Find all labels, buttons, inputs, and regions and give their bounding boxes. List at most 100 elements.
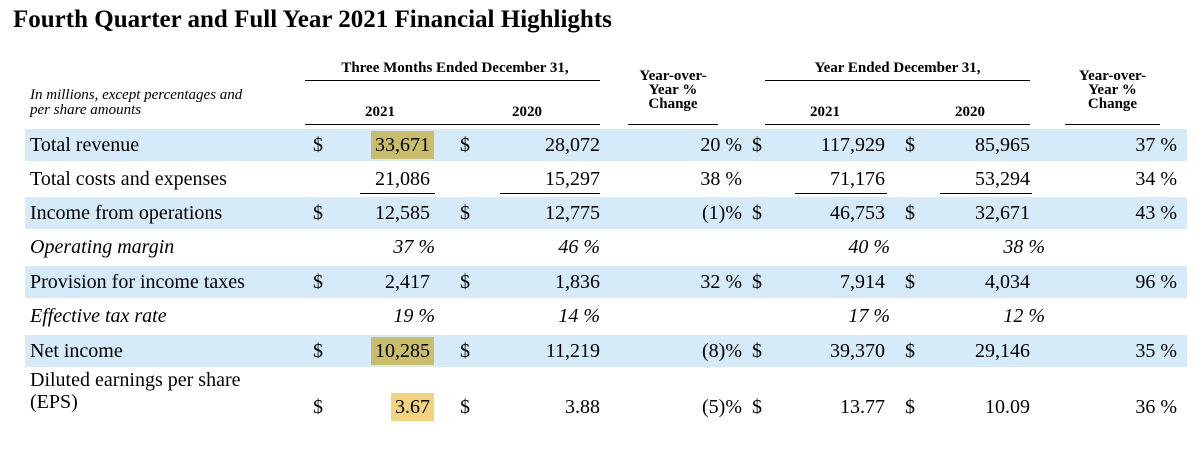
cell-y-yoy: 96 % <box>1135 271 1177 293</box>
q-years-rule <box>305 124 600 125</box>
cell-y-cur: 39,370 <box>830 340 885 362</box>
cell-q-yoy: 38 % <box>700 168 742 190</box>
cell-q-prior-dollar: $ <box>460 202 470 224</box>
cell-y-prior: 4,034 <box>985 271 1030 293</box>
cell-q-cur: 2,417 <box>385 271 430 293</box>
cell-y-prior: 85,965 <box>975 134 1030 156</box>
cell-y-yoy: 34 % <box>1135 168 1177 190</box>
cell-q-cur: 33,671 <box>371 131 434 159</box>
cell-y-cur-dollar: $ <box>752 340 762 362</box>
cell-q-prior: 15,297 <box>545 168 600 190</box>
q-yoy-header-line-3: Change <box>648 96 698 112</box>
cell-y-prior: 38 % <box>1003 236 1045 258</box>
subtotal-rule-1 <box>360 193 435 194</box>
cell-q-yoy: 32 % <box>700 271 742 293</box>
cell-q-prior: 28,072 <box>545 134 600 156</box>
cell-y-cur: 71,176 <box>830 168 885 190</box>
cell-q-yoy: (5)% <box>702 396 742 418</box>
cell-y-prior: 32,671 <box>975 202 1030 224</box>
cell-q-prior-dollar: $ <box>460 396 470 418</box>
row-label: Total costs and expenses <box>30 168 227 190</box>
y-prior-year-header: 2020 <box>955 104 985 120</box>
row-label: Total revenue <box>30 134 140 156</box>
cell-q-prior-dollar: $ <box>460 271 470 293</box>
cell-q-cur-dollar: $ <box>313 134 323 156</box>
row-label: Net income <box>30 340 123 362</box>
row-label: Income from operations <box>30 202 223 224</box>
cell-q-yoy: (1)% <box>702 202 742 224</box>
row-label: Provision for income taxes <box>30 271 245 293</box>
y-current-year-header: 2021 <box>810 104 840 120</box>
cell-y-cur: 13.77 <box>840 396 885 418</box>
cell-y-cur: 7,914 <box>840 271 885 293</box>
cell-y-yoy: 35 % <box>1135 340 1177 362</box>
cell-q-prior-dollar: $ <box>460 340 470 362</box>
row-label-line-2: (EPS) <box>30 391 78 413</box>
q-yoy-header-line-2: Year % <box>648 82 698 98</box>
cell-y-cur-dollar: $ <box>752 396 762 418</box>
units-note-line-2: per share amounts <box>30 102 142 118</box>
cell-y-prior: 12 % <box>1003 305 1045 327</box>
cell-y-prior-dollar: $ <box>905 134 915 156</box>
units-note-line-1: In millions, except percentages and <box>30 87 243 103</box>
cell-y-yoy: 43 % <box>1135 202 1177 224</box>
row-shading <box>25 335 1187 367</box>
cell-y-cur: 46,753 <box>830 202 885 224</box>
year-ended-header-rule <box>765 80 1030 81</box>
cell-q-yoy: (8)% <box>702 340 742 362</box>
y-yoy-header-line-2: Year % <box>1088 82 1137 98</box>
cell-y-yoy: 36 % <box>1135 396 1177 418</box>
row-label-line-1: Diluted earnings per share <box>30 369 241 391</box>
three-months-header: Three Months Ended December 31, <box>341 60 569 76</box>
cell-q-cur: 21,086 <box>375 168 430 190</box>
cell-y-prior: 53,294 <box>975 168 1030 190</box>
cell-q-cur: 10,285 <box>371 337 434 365</box>
cell-y-prior-dollar: $ <box>905 396 915 418</box>
row-label: Operating margin <box>30 236 175 258</box>
cell-y-cur: 17 % <box>848 305 890 327</box>
q-yoy-header-line-1: Year-over- <box>639 68 707 84</box>
cell-q-prior: 1,836 <box>555 271 600 293</box>
row-label: Effective tax rate <box>30 305 167 327</box>
cell-q-prior: 11,219 <box>545 340 600 362</box>
cell-q-cur-dollar: $ <box>313 396 323 418</box>
q-yoy-rule <box>628 124 718 125</box>
cell-q-prior: 3.88 <box>565 396 600 418</box>
row-label: Diluted earnings per share (EPS) <box>30 369 240 413</box>
y-yoy-header-line-3: Change <box>1087 96 1138 112</box>
cell-q-cur-dollar: $ <box>313 271 323 293</box>
cell-q-cur-dollar: $ <box>313 340 323 362</box>
y-years-rule <box>765 124 1030 125</box>
page-title: Fourth Quarter and Full Year 2021 Financ… <box>13 6 612 33</box>
y-yoy-header-line-1: Year-over- <box>1078 68 1147 84</box>
cell-q-cur-dollar: $ <box>313 202 323 224</box>
cell-y-cur-dollar: $ <box>752 134 762 156</box>
cell-y-cur: 40 % <box>848 236 890 258</box>
cell-q-prior: 14 % <box>558 305 600 327</box>
cell-y-prior-dollar: $ <box>905 271 915 293</box>
cell-q-yoy: 20 % <box>700 134 742 156</box>
cell-q-cur: 3.67 <box>391 393 434 421</box>
y-yoy-header: Year-over- Year % Change <box>1065 68 1160 112</box>
cell-y-cur-dollar: $ <box>752 202 762 224</box>
cell-q-prior: 12,775 <box>545 202 600 224</box>
subtotal-rule-4 <box>940 193 1032 194</box>
row-shading <box>25 129 1187 161</box>
units-note: In millions, except percentages and per … <box>30 88 242 118</box>
cell-y-cur-dollar: $ <box>752 271 762 293</box>
cell-y-prior-dollar: $ <box>905 202 915 224</box>
cell-q-cur: 19 % <box>393 305 435 327</box>
three-months-header-rule <box>305 80 600 81</box>
q-yoy-header: Year-over- Year % Change <box>628 68 718 112</box>
cell-q-prior-dollar: $ <box>460 134 470 156</box>
cell-q-cur: 37 % <box>393 236 435 258</box>
q-current-year-header: 2021 <box>365 104 395 120</box>
cell-y-cur: 117,929 <box>820 134 885 156</box>
cell-y-prior-dollar: $ <box>905 340 915 362</box>
y-yoy-rule <box>1065 124 1160 125</box>
year-ended-header: Year Ended December 31, <box>814 60 981 76</box>
cell-q-cur: 12,585 <box>375 202 430 224</box>
subtotal-rule-3 <box>795 193 887 194</box>
row-shading <box>25 266 1187 298</box>
cell-y-yoy: 37 % <box>1135 134 1177 156</box>
